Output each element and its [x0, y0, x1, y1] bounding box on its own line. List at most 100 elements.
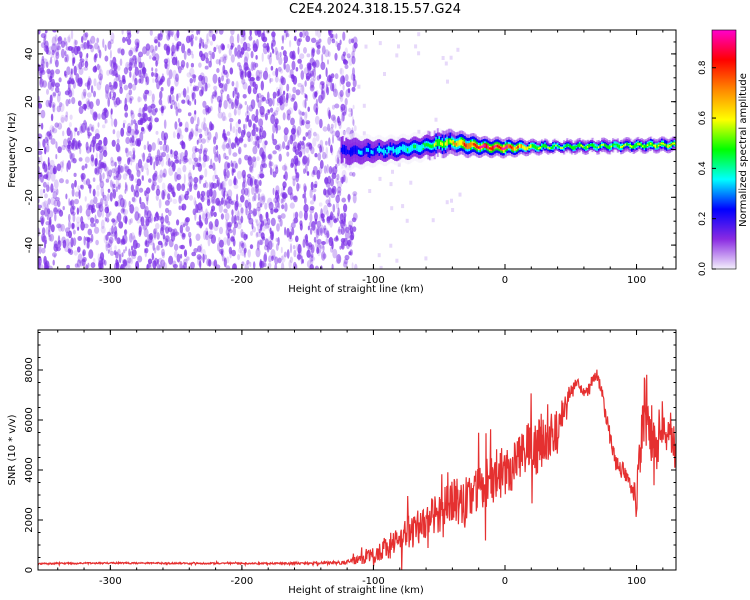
noise-speck [291, 93, 296, 101]
noise-speck [115, 258, 118, 266]
noise-speck [239, 51, 243, 58]
noise-speck [114, 245, 117, 251]
noise-speck [130, 110, 134, 115]
noise-speck [234, 89, 238, 98]
noise-speck [53, 207, 58, 215]
noise-speck [296, 254, 302, 260]
noise-speck [138, 226, 142, 236]
noise-speck [187, 172, 192, 180]
noise-speck [199, 50, 203, 58]
noise-speck [84, 196, 87, 202]
noise-speck [253, 192, 257, 202]
noise-speck [127, 125, 132, 134]
noise-speck [328, 109, 331, 120]
noise-speck [267, 218, 271, 226]
noise-speck [304, 94, 308, 99]
noise-speck [195, 123, 199, 132]
noise-speck [52, 104, 56, 113]
noise-speck [45, 61, 49, 68]
noise-speck [244, 263, 249, 269]
noise-speck [204, 180, 207, 185]
noise-speck [54, 34, 58, 42]
noise-speck [233, 178, 238, 186]
noise-speck [135, 183, 139, 193]
noise-speck [93, 196, 98, 204]
noise-speck [325, 67, 328, 78]
noise-speck [262, 195, 266, 203]
noise-speck [71, 97, 76, 105]
noise-speck [234, 214, 239, 221]
noise-speck [291, 60, 296, 71]
noise-speck [257, 173, 260, 179]
noise-speck [269, 52, 272, 58]
noise-speck [157, 137, 160, 146]
noise-speck [122, 173, 128, 181]
noise-speck [352, 226, 357, 232]
noise-speck [204, 126, 209, 137]
noise-speck [68, 220, 71, 230]
noise-speck [127, 32, 132, 39]
noise-speck [352, 191, 358, 197]
noise-speck [334, 52, 338, 61]
noise-speck [144, 210, 148, 219]
noise-speck [218, 76, 221, 84]
noise-speck [186, 72, 192, 78]
colorbar-tick-label: 0.6 [698, 111, 708, 126]
noise-speck [139, 131, 144, 142]
noise-speck [305, 121, 311, 130]
noise-speck [322, 253, 327, 259]
noise-speck [302, 136, 306, 141]
noise-speck [129, 264, 132, 269]
noise-speck [212, 174, 216, 182]
noise-speck [194, 146, 198, 153]
noise-speck [71, 77, 74, 85]
noise-speck [285, 109, 289, 120]
noise-speck [247, 155, 252, 162]
noise-speck [51, 78, 55, 88]
noise-speck [172, 191, 176, 198]
noise-speck [250, 50, 254, 59]
noise-speck [198, 153, 202, 161]
noise-speck [248, 35, 253, 41]
noise-speck [47, 181, 50, 188]
noise-speck [99, 69, 104, 78]
noise-speck [102, 172, 105, 180]
noise-speck [295, 89, 301, 96]
noise-speck [337, 207, 340, 217]
noise-speck [81, 91, 85, 100]
noise-speck [225, 71, 229, 78]
noise-speck [156, 244, 161, 251]
noise-speck [68, 230, 72, 239]
noise-speck [352, 67, 355, 77]
noise-speck [299, 223, 303, 231]
noise-speck [120, 127, 125, 137]
noise-speck [284, 171, 288, 181]
noise-speck [297, 160, 301, 167]
noise-speck [307, 106, 311, 112]
noise-speck [316, 226, 320, 236]
noise-speck [281, 204, 285, 210]
noise-speck [196, 254, 202, 260]
noise-speck [322, 244, 325, 252]
noise-speck [261, 158, 266, 168]
noise-speck [62, 159, 65, 169]
noise-speck [52, 128, 58, 134]
noise-speck [177, 60, 180, 70]
noise-speck [277, 202, 281, 209]
noise-speck [323, 204, 328, 215]
noise-speck [197, 245, 202, 253]
noise-speck [203, 44, 208, 50]
noise-speck [158, 80, 162, 86]
noise-speck [335, 194, 341, 204]
noise-speck [368, 189, 372, 193]
noise-speck [292, 178, 296, 187]
noise-speck [151, 71, 154, 77]
noise-speck [171, 161, 176, 172]
noise-speck [257, 193, 261, 201]
noise-speck [294, 211, 299, 219]
noise-speck [321, 251, 326, 261]
noise-speck [53, 240, 58, 249]
noise-speck [146, 76, 150, 86]
noise-speck [234, 47, 238, 57]
noise-speck [90, 233, 94, 243]
